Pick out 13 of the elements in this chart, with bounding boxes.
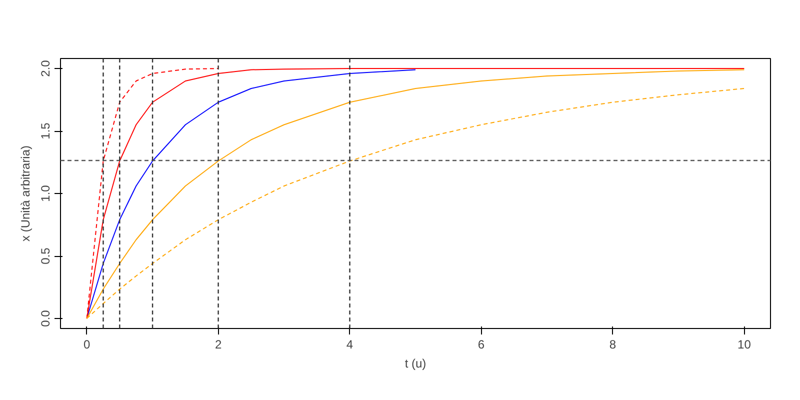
x-tick-label: 4 xyxy=(346,338,354,352)
x-tick-label: 2 xyxy=(214,338,222,352)
y-tick-label: 2.0 xyxy=(38,60,52,77)
x-tick-label: 6 xyxy=(478,338,485,352)
x-tick-label: 10 xyxy=(738,338,752,352)
y-tick-label: 0.5 xyxy=(38,247,52,264)
x-tick-label: 8 xyxy=(609,338,616,352)
y-tick-label: 1.5 xyxy=(38,122,52,140)
y-tick-label: 0.0 xyxy=(38,310,52,327)
y-axis-title: x (Unità arbitraria) xyxy=(18,145,32,242)
x-axis-title: t (u) xyxy=(404,356,426,370)
y-tick-label: 1.0 xyxy=(38,184,52,202)
x-tick-label: 0 xyxy=(83,338,90,352)
